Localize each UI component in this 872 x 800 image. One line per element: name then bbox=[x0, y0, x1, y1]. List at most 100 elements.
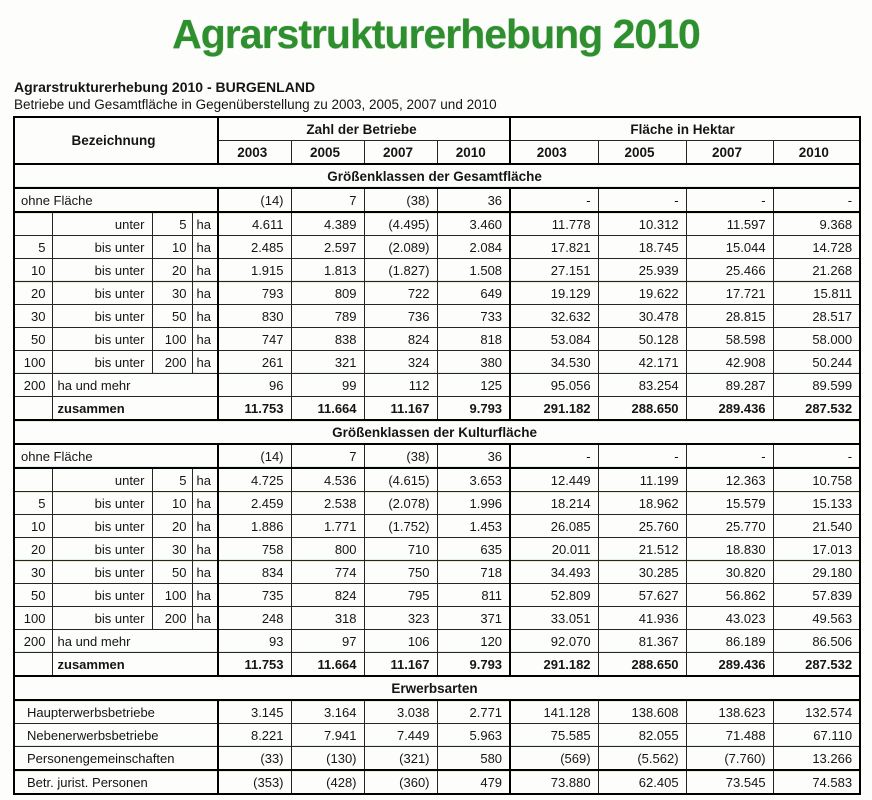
value-cell: 809 bbox=[290, 281, 365, 306]
value-cell: 4.725 bbox=[217, 467, 292, 493]
row-label-text: bis unter bbox=[51, 350, 153, 375]
value-cell: 7.941 bbox=[290, 723, 365, 748]
value-cell: - bbox=[772, 187, 861, 214]
value-cell: 75.585 bbox=[509, 723, 599, 748]
value-cell: (38) bbox=[363, 443, 438, 470]
value-cell: 86.189 bbox=[685, 629, 774, 654]
value-cell: 33.051 bbox=[509, 606, 599, 631]
value-cell: 89.287 bbox=[685, 373, 774, 398]
row-label-to: 50 bbox=[151, 560, 193, 585]
value-cell: 9.793 bbox=[436, 652, 512, 677]
row-label-to: 100 bbox=[151, 327, 193, 352]
year-header: 2005 bbox=[290, 140, 365, 166]
value-cell: 18.214 bbox=[509, 491, 599, 516]
value-cell: 318 bbox=[290, 606, 365, 631]
value-cell: 13.266 bbox=[772, 746, 861, 771]
table-row: 5 bis unter 10 ha 2.485 2.597 (2.089) 2.084 17.8… bbox=[13, 235, 861, 260]
table-row: 50 bis unter 100 ha 735 824 795 811 52.809 57.627… bbox=[13, 583, 861, 608]
value-cell: (4.615) bbox=[363, 467, 438, 493]
value-cell: 43.023 bbox=[685, 606, 774, 631]
value-cell: 29.180 bbox=[772, 560, 861, 585]
section-header-row: Größenklassen der Kulturfläche bbox=[13, 419, 861, 446]
table-row: Betr. jurist. Personen (353) (428) (360) 479… bbox=[13, 769, 861, 795]
table-row: 20 bis unter 30 ha 758 800 710 635 20.011 21.512 1… bbox=[13, 537, 861, 562]
value-cell: 96 bbox=[217, 373, 292, 398]
row-label-from: 10 bbox=[13, 514, 53, 539]
value-cell: 722 bbox=[363, 281, 438, 306]
table-row: zusammen 11.753 11.664 11.167 9.793 291.182 28… bbox=[13, 652, 861, 677]
value-cell: 50.128 bbox=[597, 327, 687, 352]
value-cell: 10.312 bbox=[597, 211, 687, 237]
table-row: ohne Fläche (14) 7 (38) 36- - - - bbox=[13, 187, 861, 214]
value-cell: 81.367 bbox=[597, 629, 687, 654]
value-cell: (360) bbox=[363, 769, 438, 795]
row-label-from: 10 bbox=[13, 258, 53, 283]
value-cell: 830 bbox=[217, 304, 292, 329]
value-cell: 42.171 bbox=[597, 350, 687, 375]
row-label-text: bis unter bbox=[51, 537, 153, 562]
value-cell: 1.453 bbox=[436, 514, 512, 539]
value-cell: 324 bbox=[363, 350, 438, 375]
data-table: Bezeichnung Zahl der Betriebe Fläche in … bbox=[13, 116, 862, 796]
row-label-to: 5 bbox=[151, 467, 193, 493]
row-label-from bbox=[13, 652, 53, 677]
value-cell: 824 bbox=[363, 327, 438, 352]
value-cell: 138.623 bbox=[685, 699, 774, 725]
year-header: 2007 bbox=[685, 140, 774, 166]
value-cell: 14.728 bbox=[772, 235, 861, 260]
value-cell: - bbox=[597, 443, 687, 470]
value-cell: (5.562) bbox=[597, 746, 687, 771]
value-cell: 19.622 bbox=[597, 281, 687, 306]
row-label-unit: ha bbox=[191, 537, 220, 562]
value-cell: 1.915 bbox=[217, 258, 292, 283]
value-cell: 758 bbox=[217, 537, 292, 562]
row-label-text: bis unter bbox=[51, 583, 153, 608]
value-cell: 41.936 bbox=[597, 606, 687, 631]
value-cell: 774 bbox=[290, 560, 365, 585]
value-cell: (14) bbox=[217, 443, 292, 470]
row-label-from: 30 bbox=[13, 560, 53, 585]
row-label-unit: ha bbox=[191, 491, 220, 516]
value-cell: 2.538 bbox=[290, 491, 365, 516]
value-cell: 62.405 bbox=[597, 769, 687, 795]
value-cell: 26.085 bbox=[509, 514, 599, 539]
value-cell: 838 bbox=[290, 327, 365, 352]
row-label-unit: ha bbox=[191, 583, 220, 608]
value-cell: 17.721 bbox=[685, 281, 774, 306]
value-cell: 323 bbox=[363, 606, 438, 631]
value-cell: 30.285 bbox=[597, 560, 687, 585]
value-cell: 248 bbox=[217, 606, 292, 631]
value-cell: 56.862 bbox=[685, 583, 774, 608]
value-cell: 4.389 bbox=[290, 211, 365, 237]
value-cell: 58.598 bbox=[685, 327, 774, 352]
row-label-unit: ha bbox=[191, 258, 220, 283]
table-row: Personengemeinschaften (33) (130) (321) 580(… bbox=[13, 746, 861, 771]
row-label-to: 20 bbox=[151, 514, 193, 539]
row-label-from bbox=[13, 467, 53, 493]
value-cell: 92.070 bbox=[509, 629, 599, 654]
value-cell: 750 bbox=[363, 560, 438, 585]
value-cell: 20.011 bbox=[509, 537, 599, 562]
value-cell: 19.129 bbox=[509, 281, 599, 306]
value-cell: 1.508 bbox=[436, 258, 512, 283]
value-cell: 18.745 bbox=[597, 235, 687, 260]
value-cell: 71.488 bbox=[685, 723, 774, 748]
value-cell: 580 bbox=[436, 746, 512, 771]
value-cell: 718 bbox=[436, 560, 512, 585]
row-label-unit: ha bbox=[191, 235, 220, 260]
row-label-text: bis unter bbox=[51, 514, 153, 539]
value-cell: 2.084 bbox=[436, 235, 512, 260]
row-label-text: bis unter bbox=[51, 491, 153, 516]
row-label-from: 200 bbox=[13, 373, 53, 398]
row-label-unit: ha bbox=[191, 211, 220, 237]
value-cell: 287.532 bbox=[772, 396, 861, 421]
row-label-unit: ha bbox=[191, 514, 220, 539]
row-label-from: 20 bbox=[13, 537, 53, 562]
year-header-row: 2003 2005 2007 2010 2003 2005 2007 2010 bbox=[14, 140, 861, 166]
column-group-flaeche: Fläche in Hektar bbox=[509, 116, 861, 142]
value-cell: 5.963 bbox=[436, 723, 512, 748]
value-cell: 288.650 bbox=[597, 396, 687, 421]
row-label-text: bis unter bbox=[51, 281, 153, 306]
value-cell: 112 bbox=[363, 373, 438, 398]
row-label-unit: ha bbox=[191, 327, 220, 352]
